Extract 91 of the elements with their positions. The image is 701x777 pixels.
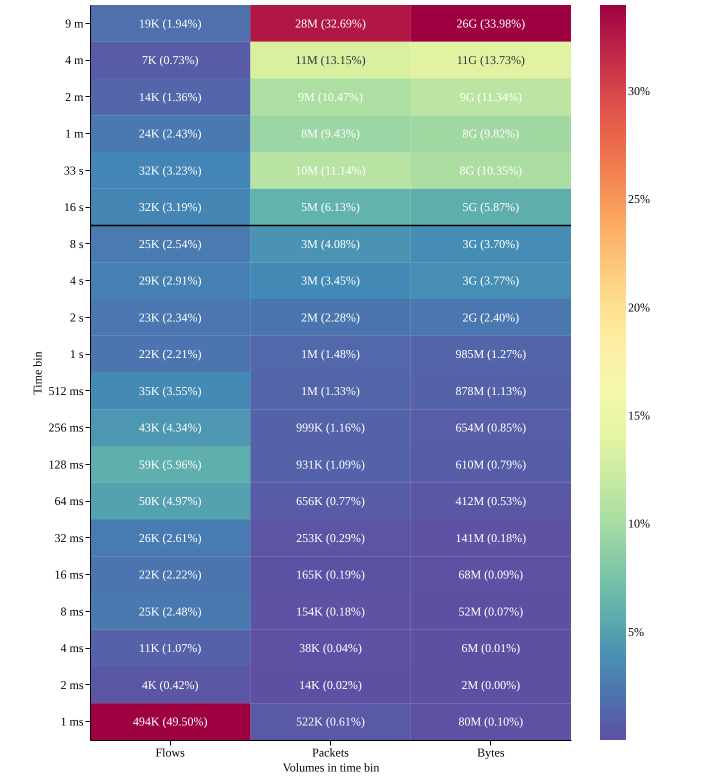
- y-tick-label: 8 ms: [60, 604, 84, 618]
- y-tick-label: 2 ms: [60, 678, 84, 692]
- data-label: 9G (11.34%): [460, 90, 522, 104]
- y-tick-label: 64 ms: [54, 494, 84, 508]
- y-tick-label: 8 s: [70, 236, 84, 251]
- x-tick-label: Packets: [312, 746, 350, 760]
- data-label: 985M (1.27%): [455, 347, 526, 362]
- data-label: 253K (0.29%): [296, 530, 365, 545]
- data-label: 656K (0.77%): [296, 494, 365, 508]
- data-label: 32K (3.23%): [138, 163, 202, 178]
- data-label: 8G (9.82%): [462, 126, 520, 141]
- data-label: 25K (2.48%): [138, 604, 202, 618]
- x-axis-title: Volumes in time bin: [282, 760, 380, 774]
- data-label: 80M (0.10%): [458, 714, 524, 729]
- y-tick-label: 1 m: [65, 126, 84, 141]
- data-label: 8M (9.43%): [301, 126, 360, 141]
- y-tick-label: 16 s: [64, 200, 84, 214]
- data-label: 878M (1.13%): [455, 384, 526, 398]
- data-label: 2G (2.40%): [462, 310, 520, 324]
- data-label: 141M (0.18%): [455, 530, 526, 545]
- y-tick-label: 1 ms: [60, 714, 84, 729]
- data-label: 11K (1.07%): [139, 641, 202, 656]
- data-label: 8G (10.35%): [460, 163, 522, 178]
- y-tick-label: 1 s: [70, 347, 84, 362]
- data-label: 7K (0.73%): [142, 53, 198, 68]
- data-label: 494K (49.50%): [132, 714, 208, 729]
- data-label: 24K (2.43%): [138, 126, 202, 141]
- data-label: 11M (13.15%): [295, 53, 366, 68]
- color-bar-label: 15%: [628, 408, 650, 423]
- color-bar-label: 5%: [628, 624, 644, 639]
- x-tick-label: Flows: [155, 746, 186, 760]
- y-tick-label: 4 ms: [60, 641, 84, 656]
- data-label: 22K (2.21%): [138, 347, 202, 362]
- data-label: 28M (32.69%): [295, 16, 366, 30]
- x-tick-label: Bytes: [477, 746, 505, 760]
- data-label: 6M (0.01%): [461, 641, 520, 656]
- data-label: 3G (3.70%): [462, 236, 520, 251]
- data-label: 14K (0.02%): [299, 678, 362, 692]
- data-label: 1M (1.33%): [301, 384, 360, 398]
- y-tick-label: 9 m: [65, 16, 84, 30]
- color-bar-label: 10%: [628, 516, 650, 531]
- data-label: 3G (3.77%): [462, 274, 520, 288]
- data-label: 3M (4.08%): [301, 236, 360, 251]
- color-bar-label: 20%: [628, 300, 650, 314]
- color-bar-label: 25%: [628, 192, 650, 206]
- data-label: 10M (11.14%): [295, 163, 366, 178]
- y-tick-label: 512 ms: [48, 384, 84, 398]
- data-label: 19K (1.94%): [138, 16, 202, 30]
- data-label: 4K (0.42%): [142, 678, 198, 692]
- data-label: 14K (1.36%): [138, 90, 202, 104]
- data-label: 68M (0.09%): [458, 568, 524, 582]
- data-label: 26G (33.98%): [456, 16, 526, 30]
- y-tick-label: 2 m: [65, 90, 84, 104]
- data-label: 412M (0.53%): [455, 494, 526, 508]
- data-label: 50K (4.97%): [138, 494, 202, 508]
- y-tick-label: 2 s: [70, 310, 84, 324]
- data-label: 5G (5.87%): [462, 200, 520, 214]
- data-label: 29K (2.91%): [138, 274, 202, 288]
- data-label: 23K (2.34%): [138, 310, 202, 324]
- color-bar-label: 30%: [628, 84, 650, 98]
- data-label: 3M (3.45%): [301, 274, 360, 288]
- data-label: 999K (1.16%): [296, 420, 365, 435]
- data-label: 52M (0.07%): [458, 604, 524, 618]
- y-tick-label: 4 s: [70, 274, 84, 288]
- data-label: 43K (4.34%): [138, 420, 202, 435]
- data-label: 931K (1.09%): [296, 457, 365, 472]
- data-label: 2M (0.00%): [461, 678, 520, 692]
- data-label: 165K (0.19%): [296, 568, 365, 582]
- data-label: 9M (10.47%): [298, 90, 363, 104]
- data-label: 35K (3.55%): [138, 384, 202, 398]
- data-label: 654M (0.85%): [455, 420, 526, 435]
- y-tick-label: 32 ms: [54, 530, 84, 545]
- data-label: 154K (0.18%): [296, 604, 365, 618]
- data-label: 2M (2.28%): [301, 310, 360, 324]
- data-label: 59K (5.96%): [138, 457, 202, 472]
- y-tick-label: 16 ms: [54, 568, 84, 582]
- y-tick-label: 256 ms: [48, 420, 84, 435]
- y-tick-label: 128 ms: [48, 457, 84, 472]
- data-label: 32K (3.19%): [138, 200, 202, 214]
- data-label: 26K (2.61%): [138, 530, 202, 545]
- data-label: 38K (0.04%): [299, 641, 362, 656]
- data-label: 522K (0.61%): [296, 714, 365, 729]
- data-label: 11G (13.73%): [456, 53, 525, 68]
- y-axis-title: Time bin: [30, 351, 44, 395]
- data-label: 610M (0.79%): [455, 457, 526, 472]
- y-tick-label: 4 m: [65, 53, 84, 68]
- data-label: 22K (2.22%): [138, 568, 202, 582]
- data-label: 1M (1.48%): [301, 347, 360, 362]
- data-label: 5M (6.13%): [301, 200, 360, 214]
- y-tick-label: 33 s: [64, 163, 84, 178]
- data-label: 25K (2.54%): [138, 236, 202, 251]
